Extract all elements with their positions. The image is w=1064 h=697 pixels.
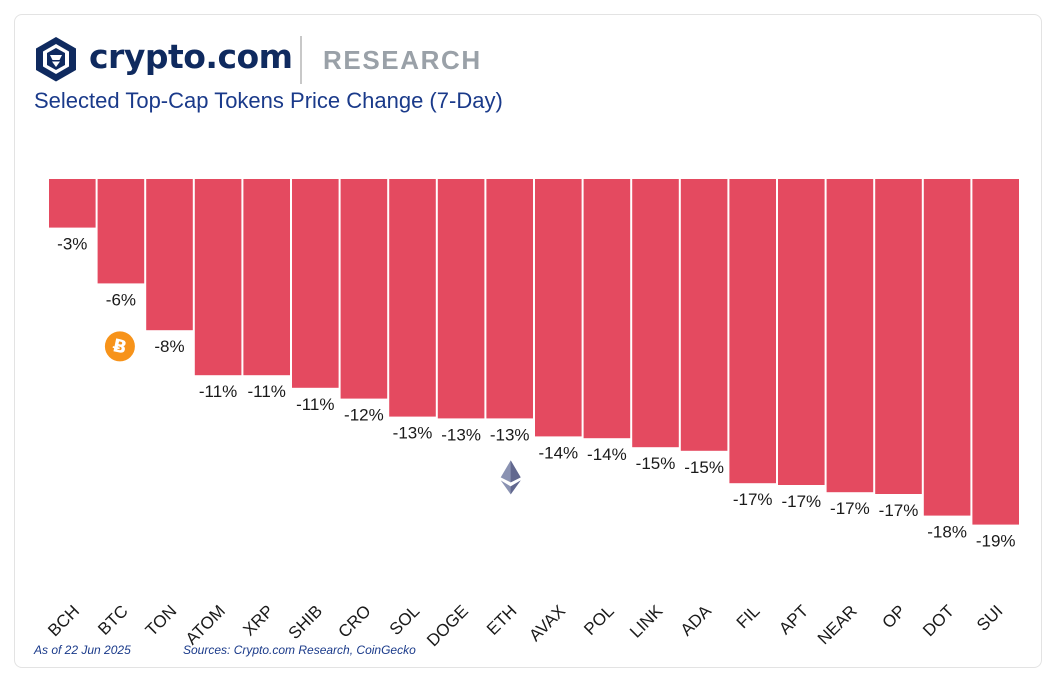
bar-fil xyxy=(729,179,776,484)
data-label: -19% xyxy=(976,532,1016,551)
crypto-com-logo-icon xyxy=(35,36,77,82)
as-of-date: As of 22 Jun 2025 xyxy=(34,643,131,657)
ethereum-icon xyxy=(500,460,521,495)
data-label: -3% xyxy=(57,235,87,254)
sources-note: Sources: Crypto.com Research, CoinGecko xyxy=(183,643,416,657)
category-label: APT xyxy=(775,601,812,638)
category-label: SHIB xyxy=(285,601,326,642)
data-label: -15% xyxy=(684,458,724,477)
data-label: -14% xyxy=(538,443,578,462)
category-label: XRP xyxy=(239,601,277,639)
category-label: TON xyxy=(142,601,181,640)
data-label: -11% xyxy=(296,395,334,414)
header-divider xyxy=(300,36,302,84)
category-label: ADA xyxy=(677,601,716,640)
bar-near xyxy=(826,179,874,493)
section-label: RESEARCH xyxy=(323,45,482,75)
category-label: ETH xyxy=(483,601,520,638)
category-label: BCH xyxy=(44,601,83,640)
data-label: -17% xyxy=(733,490,773,509)
data-label: -18% xyxy=(927,523,967,542)
bar-cro xyxy=(340,179,388,399)
category-label: SOL xyxy=(386,601,423,638)
data-label: -12% xyxy=(344,406,384,425)
bar-pol xyxy=(583,179,631,439)
bar-sol xyxy=(389,179,436,417)
chart-title: Selected Top-Cap Tokens Price Change (7-… xyxy=(34,88,503,113)
bar-atom xyxy=(194,179,242,376)
bar-sui xyxy=(972,179,1019,525)
data-label: -17% xyxy=(879,501,919,520)
data-label: -11% xyxy=(199,382,237,401)
category-label: ATOM xyxy=(182,601,229,648)
category-label: POL xyxy=(580,601,617,638)
brand-name: crypto.com xyxy=(89,37,293,76)
bar-xrp xyxy=(243,179,290,376)
bar-ada xyxy=(680,179,728,451)
bar-link xyxy=(632,179,679,448)
bar-apt xyxy=(778,179,825,485)
category-label: NEAR xyxy=(814,601,861,648)
bar-shib xyxy=(292,179,339,388)
category-label: DOT xyxy=(919,601,958,640)
data-label: -14% xyxy=(587,445,627,464)
data-label: -8% xyxy=(154,337,184,356)
bar-btc xyxy=(97,179,145,284)
data-label: -13% xyxy=(441,425,481,444)
data-label: -17% xyxy=(830,499,870,518)
category-label: FIL xyxy=(733,601,764,632)
bitcoin-icon: Ƀ xyxy=(104,331,135,362)
category-label: CRO xyxy=(335,601,375,641)
category-label: OP xyxy=(879,601,910,632)
category-label: SUI xyxy=(973,601,1006,634)
bar-doge xyxy=(437,179,485,419)
bar-bch xyxy=(49,179,96,228)
svg-text:Ƀ: Ƀ xyxy=(111,335,129,358)
data-label: -13% xyxy=(393,424,433,443)
category-label: LINK xyxy=(626,601,667,642)
category-label: AVAX xyxy=(525,601,569,645)
bar-ton xyxy=(146,179,193,331)
data-label: -15% xyxy=(636,454,676,473)
data-label: -11% xyxy=(247,382,285,401)
bar-dot xyxy=(923,179,971,516)
category-label: BTC xyxy=(94,601,131,638)
data-label: -6% xyxy=(106,290,136,309)
category-label: DOGE xyxy=(423,601,472,650)
data-label: -17% xyxy=(781,492,821,511)
bar-avax xyxy=(535,179,582,437)
bar-op xyxy=(875,179,922,494)
bar-eth xyxy=(486,179,533,419)
data-label: -13% xyxy=(490,425,530,444)
